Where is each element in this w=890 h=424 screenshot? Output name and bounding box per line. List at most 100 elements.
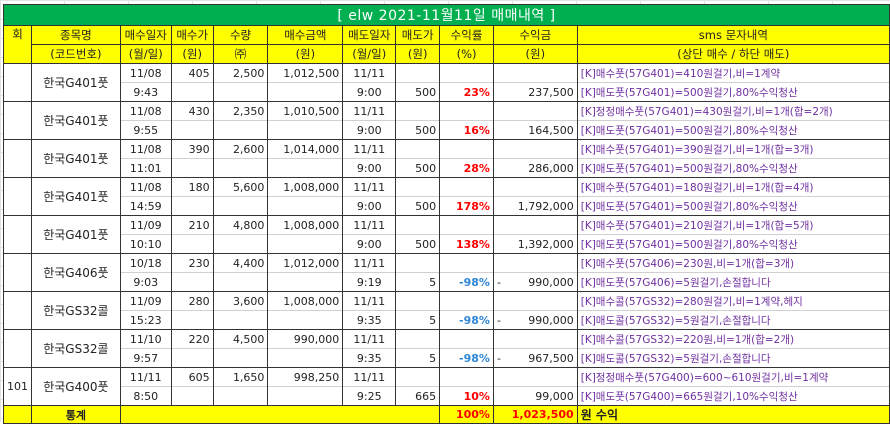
sell-price-empty[interactable] bbox=[395, 367, 441, 387]
header-rate[interactable]: 수익률 bbox=[439, 25, 494, 45]
buy-time[interactable]: 9:03 bbox=[119, 272, 172, 292]
return-rate[interactable]: -98% bbox=[439, 348, 494, 368]
buy-price[interactable]: 390 bbox=[170, 139, 214, 159]
header-sms[interactable]: sms 문자내역 bbox=[576, 25, 890, 45]
buy-amount-empty[interactable] bbox=[267, 310, 344, 330]
buy-amount[interactable]: 990,000 bbox=[267, 329, 344, 349]
sheet-title[interactable]: [ elw 2021-11월11일 매매내역 ] bbox=[3, 4, 890, 26]
sell-price[interactable]: 500 bbox=[395, 120, 441, 140]
sms-buy[interactable]: [K]매수콜(57GS32)=220원,비=1개(합=2개) bbox=[576, 329, 890, 349]
buy-amount[interactable]: 1,008,000 bbox=[267, 215, 344, 235]
return-rate[interactable]: 16% bbox=[439, 120, 494, 140]
sell-price-empty[interactable] bbox=[395, 139, 441, 159]
sell-price[interactable]: 5 bbox=[395, 310, 441, 330]
quantity-empty[interactable] bbox=[212, 234, 269, 254]
buy-time[interactable]: 15:23 bbox=[119, 310, 172, 330]
buy-time[interactable]: 14:59 bbox=[119, 196, 172, 216]
item-name[interactable]: 한국G401풋 bbox=[31, 139, 121, 178]
sms-sell[interactable]: [K]매도풋(57G406)=5원걸기,손절합니다 bbox=[576, 272, 890, 292]
buy-date[interactable]: 11/11 bbox=[119, 367, 172, 387]
return-rate[interactable]: 10% bbox=[439, 386, 494, 406]
profit-empty[interactable] bbox=[492, 63, 578, 83]
buy-price[interactable]: 230 bbox=[170, 253, 214, 273]
item-name[interactable]: 한국GS32콜 bbox=[31, 291, 121, 330]
sell-date[interactable]: 11/11 bbox=[342, 253, 397, 273]
quantity-empty[interactable] bbox=[212, 272, 269, 292]
rate-empty[interactable] bbox=[439, 291, 494, 311]
return-rate[interactable]: -98% bbox=[439, 310, 494, 330]
buy-price-empty[interactable] bbox=[170, 82, 214, 102]
buy-date[interactable]: 10/18 bbox=[119, 253, 172, 273]
sms-sell[interactable]: [K]매도풋(57G401)=500원걸기,80%수익청산 bbox=[576, 234, 890, 254]
sell-price[interactable]: 500 bbox=[395, 196, 441, 216]
header-name[interactable]: 종목명 bbox=[31, 25, 121, 45]
sell-price-empty[interactable] bbox=[395, 63, 441, 83]
buy-amount[interactable]: 1,012,500 bbox=[267, 63, 344, 83]
item-name[interactable]: 한국G401풋 bbox=[31, 177, 121, 216]
buy-time[interactable]: 9:55 bbox=[119, 120, 172, 140]
round-cell[interactable] bbox=[3, 63, 32, 102]
total-label[interactable]: 통계 bbox=[31, 405, 121, 424]
buy-price[interactable]: 210 bbox=[170, 215, 214, 235]
return-rate[interactable]: 23% bbox=[439, 82, 494, 102]
buy-price[interactable]: 280 bbox=[170, 291, 214, 311]
header-buy-date[interactable]: 매수일자 bbox=[119, 25, 172, 45]
sell-price[interactable]: 500 bbox=[395, 234, 441, 254]
round-cell[interactable] bbox=[3, 329, 32, 368]
profit-empty[interactable] bbox=[492, 291, 578, 311]
sell-date[interactable]: 11/11 bbox=[342, 139, 397, 159]
sms-sell[interactable]: [K]매도풋(57G401)=500원걸기,80%수익청산 bbox=[576, 82, 890, 102]
buy-amount-empty[interactable] bbox=[267, 120, 344, 140]
item-name[interactable]: 한국G401풋 bbox=[31, 215, 121, 254]
buy-price-empty[interactable] bbox=[170, 234, 214, 254]
buy-amount-empty[interactable] bbox=[267, 348, 344, 368]
sell-time[interactable]: 9:00 bbox=[342, 120, 397, 140]
profit-amount[interactable]: 99,000 bbox=[492, 386, 578, 406]
profit-empty[interactable] bbox=[492, 139, 578, 159]
sms-buy[interactable]: [K]매수풋(57G401)=180원걸기,비=1개(합=4개) bbox=[576, 177, 890, 197]
quantity[interactable]: 5,600 bbox=[212, 177, 269, 197]
header-sell-price-unit[interactable]: (원) bbox=[395, 44, 441, 64]
sell-time[interactable]: 9:35 bbox=[342, 310, 397, 330]
profit-amount[interactable]: 286,000 bbox=[492, 158, 578, 178]
header-qty-unit[interactable]: ㈜ bbox=[212, 44, 269, 64]
sms-buy[interactable]: [K]매수콜(57GS32)=280원걸기,비=1계약,헤지 bbox=[576, 291, 890, 311]
sell-time[interactable]: 9:00 bbox=[342, 234, 397, 254]
buy-date[interactable]: 11/08 bbox=[119, 139, 172, 159]
quantity-empty[interactable] bbox=[212, 348, 269, 368]
quantity-empty[interactable] bbox=[212, 196, 269, 216]
buy-price-empty[interactable] bbox=[170, 348, 214, 368]
buy-amount-empty[interactable] bbox=[267, 386, 344, 406]
sms-buy[interactable]: [K]매수풋(57G401)=410원걸기,비=1계약 bbox=[576, 63, 890, 83]
sms-sell[interactable]: [K]매도풋(57G401)=500원걸기,80%수익청산 bbox=[576, 120, 890, 140]
item-name[interactable]: 한국G401풋 bbox=[31, 63, 121, 102]
header-name-unit[interactable]: (코드번호) bbox=[31, 44, 121, 64]
quantity-empty[interactable] bbox=[212, 82, 269, 102]
total-profit[interactable]: 1,023,500 bbox=[492, 405, 578, 424]
header-qty[interactable]: 수량 bbox=[212, 25, 269, 45]
buy-date[interactable]: 11/10 bbox=[119, 329, 172, 349]
sell-price[interactable]: 665 bbox=[395, 386, 441, 406]
buy-time[interactable]: 10:10 bbox=[119, 234, 172, 254]
header-sell-date-unit[interactable]: (월/일) bbox=[342, 44, 397, 64]
profit-amount[interactable]: 237,500 bbox=[492, 82, 578, 102]
rate-empty[interactable] bbox=[439, 215, 494, 235]
buy-amount[interactable]: 1,008,000 bbox=[267, 291, 344, 311]
sms-sell[interactable]: [K]매도풋(57G400)=665원걸기,10%수익청산 bbox=[576, 386, 890, 406]
buy-time[interactable]: 11:01 bbox=[119, 158, 172, 178]
round-cell[interactable] bbox=[3, 215, 32, 254]
buy-amount-empty[interactable] bbox=[267, 234, 344, 254]
header-rate-unit[interactable]: (%) bbox=[439, 44, 494, 64]
sell-time[interactable]: 9:00 bbox=[342, 82, 397, 102]
rate-empty[interactable] bbox=[439, 329, 494, 349]
round-cell[interactable] bbox=[3, 253, 32, 292]
profit-amount[interactable]: 164,500 bbox=[492, 120, 578, 140]
quantity[interactable]: 2,600 bbox=[212, 139, 269, 159]
quantity[interactable]: 3,600 bbox=[212, 291, 269, 311]
header-sms-unit[interactable]: (상단 매수 / 하단 매도) bbox=[576, 44, 890, 64]
quantity-empty[interactable] bbox=[212, 386, 269, 406]
sell-time[interactable]: 9:19 bbox=[342, 272, 397, 292]
buy-price[interactable]: 605 bbox=[170, 367, 214, 387]
buy-time[interactable]: 8:50 bbox=[119, 386, 172, 406]
buy-amount[interactable]: 1,010,500 bbox=[267, 101, 344, 121]
